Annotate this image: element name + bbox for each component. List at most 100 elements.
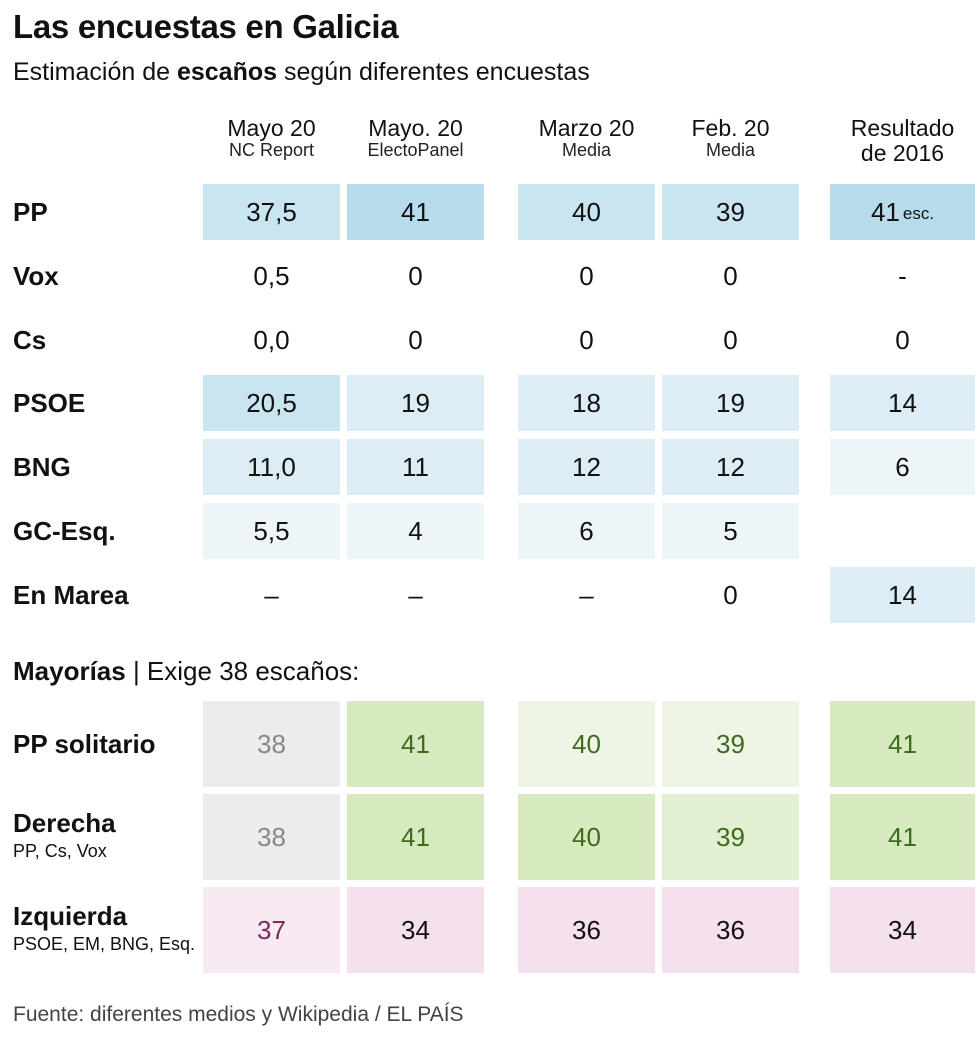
column-header-line1: Mayo. 20 [368,115,463,141]
seat-unit: esc. [902,204,935,223]
seat-cell: 12 [662,439,799,495]
seat-cell: 0 [347,312,484,368]
seat-value: – [264,579,279,610]
seat-cell: 14 [830,375,975,431]
column-header-line1: Marzo 20 [538,115,635,141]
majority-label-pp-solitario: PP solitario [13,729,156,760]
seat-cell: 0 [662,312,799,368]
majority-cell: 40 [518,794,655,880]
seat-value: 0 [579,260,594,291]
majorities-title: Mayorías | Exige 38 escaños: [13,656,359,687]
majority-value: 41 [888,728,917,759]
column-header-line1: Feb. 20 [691,115,770,141]
majority-parties: PSOE, EM, BNG, Esq. [13,934,196,954]
seat-cell: 5 [662,503,799,559]
seat-cell: 18 [518,375,655,431]
column-header-5: Resultado de 2016 [830,115,975,167]
seat-value: 40 [572,196,601,227]
seat-cell: – [347,567,484,623]
seat-cell: 11,0 [203,439,340,495]
column-header-line2: NC Report [228,140,315,161]
column-header-line2: ElectoPanel [367,140,464,161]
column-header-line2: de 2016 [860,140,945,167]
majority-value: 37 [257,914,286,945]
seat-cell: 0 [662,248,799,304]
seat-value: 0 [408,324,423,355]
majority-value: 34 [888,914,917,945]
majority-value: 41 [888,821,917,852]
seat-value: 37,5 [246,196,297,227]
seat-cell: 40 [518,184,655,240]
seat-value: 41 [870,196,900,227]
column-header-line1: Resultado [850,115,955,141]
seat-value: – [408,579,423,610]
seat-cell: 14 [830,567,975,623]
column-header-4: Feb. 20 Media [662,115,799,161]
subtitle-bold: escaños [176,58,278,86]
majority-name: PP solitario [13,729,156,759]
seat-value: - [898,260,907,291]
row-label-bng: BNG [13,452,71,482]
seat-cell: – [203,567,340,623]
seat-cell: 19 [662,375,799,431]
seat-value: 14 [888,579,917,610]
seat-cell: 0 [662,567,799,623]
seat-value: – [579,579,594,610]
majority-value: 40 [572,728,601,759]
seat-cell: 12 [518,439,655,495]
column-header-2: Mayo. 20 ElectoPanel [347,115,484,161]
seat-value: 19 [401,387,430,418]
seat-value: 11,0 [247,451,296,482]
seat-cell: 41 esc. [830,184,975,240]
seat-value: 0,5 [253,260,290,291]
seat-cell: 0,0 [203,312,340,368]
column-header-line2: Media [561,140,612,161]
majority-value: 41 [401,821,430,852]
seat-cell: 6 [518,503,655,559]
majority-value: 39 [716,728,745,759]
row-label-vox: Vox [13,261,59,291]
row-label-psoe: PSOE [13,388,86,418]
majority-cell: 41 [347,794,484,880]
majority-value: 40 [572,821,601,852]
majorities-title-rest: | Exige 38 escaños: [125,656,360,686]
seat-value: 0 [723,260,738,291]
subtitle-prefix: Estimación de [13,58,177,86]
majority-cell: 41 [347,701,484,787]
seat-value: 11 [402,451,429,482]
seat-value: 12 [716,451,745,482]
seat-cell: 0,5 [203,248,340,304]
majority-value: 38 [257,728,286,759]
seat-cell: 0 [830,312,975,368]
column-header-line1: Mayo 20 [227,115,316,141]
seat-value: 39 [716,196,745,227]
majority-cell: 36 [662,887,799,973]
majority-parties: PP, Cs, Vox [13,841,107,861]
seat-value: 14 [888,387,917,418]
row-label-gc-esq-: GC-Esq. [13,516,116,546]
column-header-1: Mayo 20 NC Report [203,115,340,161]
subtitle-suffix: según diferentes encuestas [277,58,590,86]
majority-value: 36 [716,914,745,945]
majority-cell: 39 [662,701,799,787]
column-header-line2: Media [705,140,756,161]
seat-cell [830,503,975,559]
row-label-en-marea: En Marea [13,580,129,610]
row-label-cs: Cs [13,325,47,355]
seat-value: 4 [408,515,423,546]
seat-value: 0 [579,324,594,355]
seat-cell: 0 [518,248,655,304]
seat-cell: 39 [662,184,799,240]
majority-cell: 40 [518,701,655,787]
seat-cell: 41 [347,184,484,240]
seat-value: 18 [572,387,601,418]
seat-value: 0 [895,324,910,355]
majority-name: Izquierda [13,901,128,931]
seat-value: 12 [572,451,601,482]
majority-cell: 34 [347,887,484,973]
row-label-pp: PP [13,197,48,227]
seat-value: 0 [723,579,738,610]
seat-cell: 19 [347,375,484,431]
seat-cell: 20,5 [203,375,340,431]
majority-label-izquierda: Izquierda PSOE, EM, BNG, Esq. [13,901,195,955]
